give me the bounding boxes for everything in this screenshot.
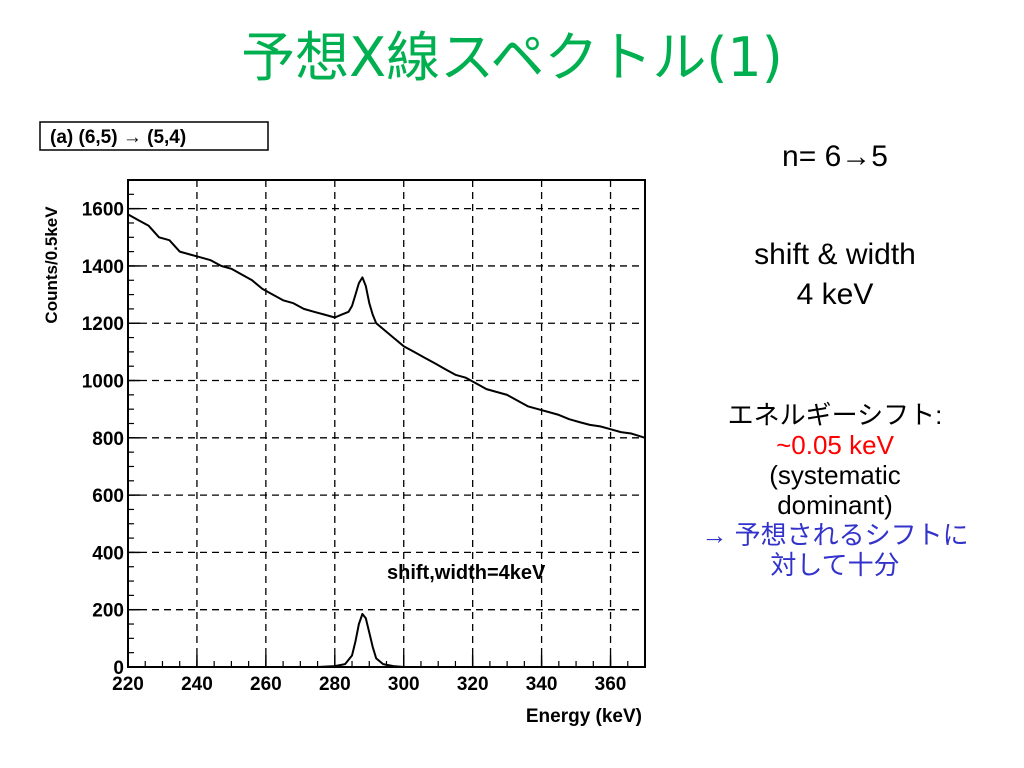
- chart-title: (a) (6,5) → (5,4): [50, 127, 186, 148]
- y-tick-label: 600: [92, 486, 124, 507]
- shift-width-text: shift & width 4 keV: [700, 235, 970, 315]
- conclusion-line-1: → 予想されるシフトに: [701, 520, 969, 550]
- transition-label: n= 6→5: [782, 140, 888, 173]
- energy-shift-block: エネルギーシフト: ~0.05 keV (systematic dominant…: [690, 400, 980, 580]
- plot-grid: [128, 180, 645, 667]
- spectrum-series: [127, 213, 646, 439]
- shift-width-line-1: shift & width: [754, 238, 916, 271]
- plot-series: [127, 213, 646, 668]
- x-tick-label: 220: [112, 674, 144, 695]
- x-tick-label: 280: [319, 674, 351, 695]
- y-axis-label: Counts/0.5keV: [42, 206, 61, 324]
- energy-shift-value: ~0.05 keV: [776, 430, 894, 460]
- chart-title-box: [39, 121, 269, 151]
- shift-width-line-2: 4 keV: [796, 278, 874, 311]
- x-tick-label: 320: [457, 674, 489, 695]
- chart-annotation: shift,width=4keV: [387, 562, 546, 584]
- y-tick-label: 400: [92, 543, 124, 564]
- y-tick-label: 0: [113, 658, 124, 679]
- systematic-line-2: dominant): [777, 490, 893, 520]
- energy-shift-label: エネルギーシフト:: [727, 400, 943, 430]
- systematic-line-1: (systematic: [769, 460, 901, 490]
- plot-labels: 220 240 260 280 300 320 340 360 0 200 400 600 800 100…: [82, 200, 627, 695]
- x-tick-label: 260: [250, 674, 282, 695]
- x-tick-label: 240: [181, 674, 213, 695]
- peak-only-series: [317, 613, 439, 668]
- y-tick-label: 200: [92, 601, 124, 622]
- y-tick-label: 1400: [82, 257, 124, 278]
- slide-title: 予想X線スペクトル(1): [241, 26, 783, 89]
- y-tick-label: 1000: [82, 372, 124, 393]
- plot-ticks: [127, 193, 629, 668]
- x-tick-label: 340: [526, 674, 558, 695]
- y-tick-label: 1600: [82, 200, 124, 221]
- y-tick-label: 1200: [82, 314, 124, 335]
- x-tick-label: 360: [595, 674, 627, 695]
- conclusion-line-2: 対して十分: [770, 550, 900, 580]
- x-axis-label: Energy (keV): [526, 706, 642, 727]
- plot-frame: [127, 179, 646, 668]
- x-tick-label: 300: [388, 674, 420, 695]
- y-tick-label: 800: [92, 429, 124, 450]
